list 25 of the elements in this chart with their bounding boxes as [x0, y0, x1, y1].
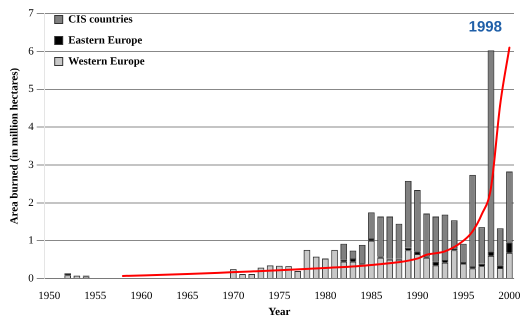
- y-tick-label: 5: [28, 83, 34, 96]
- x-tick-label: 1960: [130, 290, 153, 302]
- legend-label: CIS countries: [68, 13, 134, 26]
- y-tick-label: 3: [28, 158, 34, 171]
- y-axis-title: Area burned (in million hectares): [8, 67, 20, 224]
- legend-label: Western Europe: [68, 55, 145, 68]
- annotation: 1998: [468, 18, 502, 36]
- x-axis-title: Year: [268, 306, 290, 318]
- y-tick-label: 1: [28, 234, 34, 247]
- x-tick-label: 1995: [452, 290, 475, 302]
- x-tick-label: 1990: [406, 290, 429, 302]
- x-tick-label: 1985: [360, 290, 383, 302]
- x-tick-label: 1955: [84, 290, 107, 302]
- y-tick-label: 4: [28, 121, 34, 134]
- y-tick-label: 2: [28, 196, 34, 209]
- x-tick-label: 1980: [314, 290, 337, 302]
- legend-label: Eastern Europe: [68, 34, 142, 46]
- y-tick-label: 7: [28, 7, 34, 20]
- x-tick-label: 1965: [176, 290, 199, 302]
- x-tick-label: 1970: [222, 290, 245, 302]
- x-tick-label: 1950: [38, 290, 61, 302]
- y-tick-label: 6: [28, 45, 34, 58]
- y-tick-label: 0: [28, 272, 34, 284]
- x-tick-label: 1975: [268, 290, 291, 302]
- x-tick-label: 2000: [498, 290, 521, 302]
